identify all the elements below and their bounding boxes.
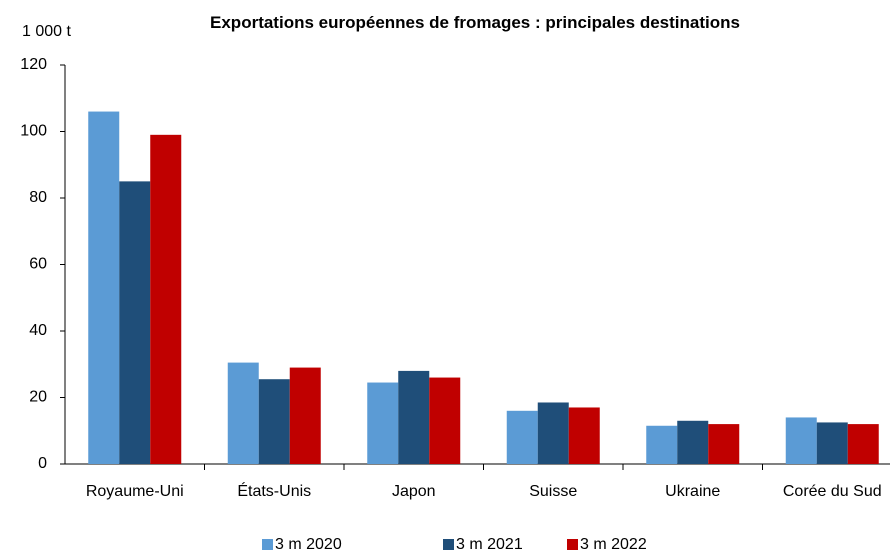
x-tick-label: Royaume-Uni <box>86 483 184 500</box>
x-tick-label: Suisse <box>529 483 577 500</box>
y-tick-label: 20 <box>29 389 47 406</box>
bar <box>150 134 182 464</box>
y-tick-label: 100 <box>20 123 47 140</box>
y-tick-label: 120 <box>20 56 47 73</box>
legend-label: 3 m 2020 <box>275 536 342 552</box>
bar <box>398 370 430 464</box>
y-tick-label: 80 <box>29 189 47 206</box>
x-tick-label: États-Unis <box>237 481 311 500</box>
bar <box>258 379 290 464</box>
bar <box>429 377 461 464</box>
bar <box>646 425 678 464</box>
legend-swatch <box>567 539 578 550</box>
x-tick-label: Ukraine <box>665 483 720 500</box>
legend-label: 3 m 2021 <box>456 536 523 552</box>
bar <box>568 407 600 464</box>
y-axis-label: 1 000 t <box>22 23 71 40</box>
y-tick-label: 40 <box>29 322 47 339</box>
bar <box>847 424 879 464</box>
bar <box>367 382 399 464</box>
legend-label: 3 m 2022 <box>580 536 647 552</box>
chart-title: Exportations européennes de fromages : p… <box>210 13 740 32</box>
bar <box>708 424 740 464</box>
bar <box>289 367 321 464</box>
bar <box>227 362 259 464</box>
x-tick-label: Japon <box>392 483 436 500</box>
legend-swatch <box>443 539 454 550</box>
bar <box>537 402 569 464</box>
bar <box>119 181 151 464</box>
y-tick-label: 60 <box>29 256 47 273</box>
bar <box>88 111 120 465</box>
legend-swatch <box>262 539 273 550</box>
bar <box>506 410 538 464</box>
y-tick-label: 0 <box>38 455 47 472</box>
bar <box>816 422 848 464</box>
bar <box>677 420 709 464</box>
x-tick-label: Corée du Sud <box>783 483 882 500</box>
bar <box>785 417 817 464</box>
